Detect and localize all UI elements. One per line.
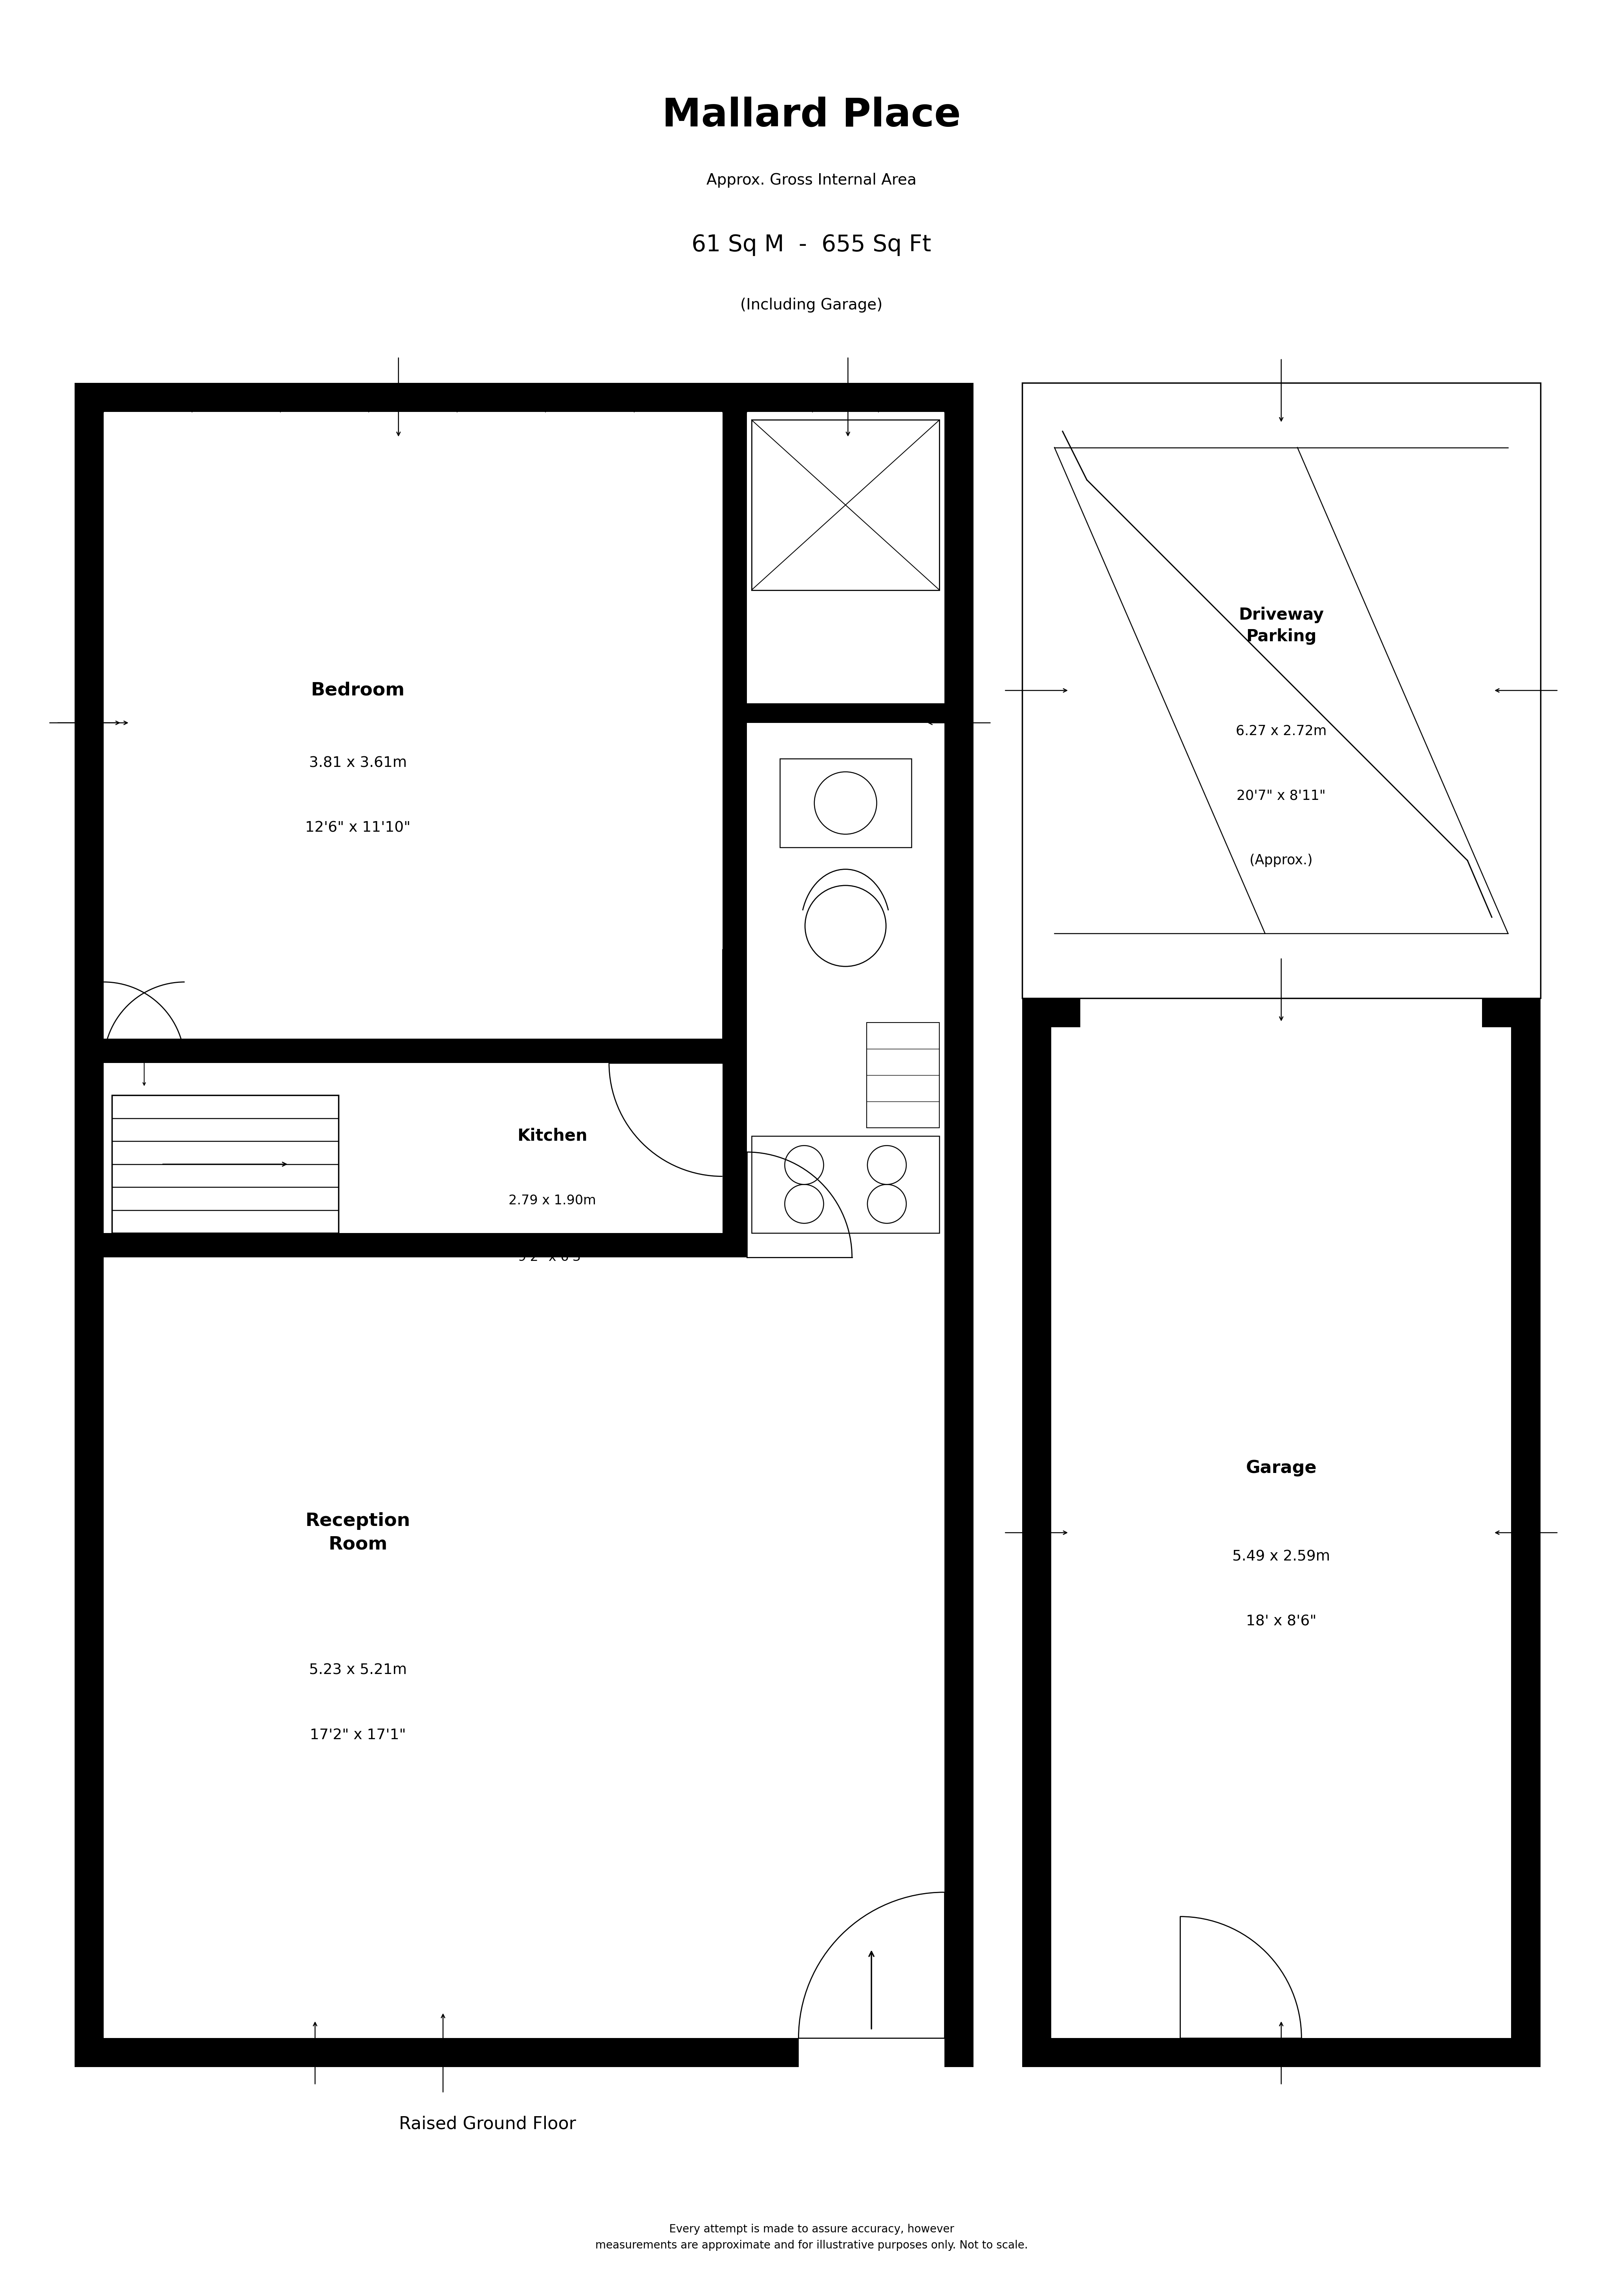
Bar xyxy=(751,1137,940,1233)
Bar xyxy=(722,411,747,1258)
Text: 5.49 x 2.59m: 5.49 x 2.59m xyxy=(1232,1550,1331,1564)
Text: Bedroom: Bedroom xyxy=(312,682,406,700)
Bar xyxy=(747,703,945,723)
Text: 2.79 x 1.90m: 2.79 x 1.90m xyxy=(508,1194,596,1208)
Text: Reception
Room: Reception Room xyxy=(305,1513,411,1552)
Text: (Including Garage): (Including Garage) xyxy=(740,298,883,312)
Text: 12'6" x 11'10": 12'6" x 11'10" xyxy=(305,822,411,836)
Bar xyxy=(75,2039,974,2066)
Bar xyxy=(799,2039,945,2066)
Text: 9'2" x 6'3": 9'2" x 6'3" xyxy=(518,1251,588,1263)
Bar xyxy=(1022,2039,1540,2066)
Bar xyxy=(1511,999,1540,2066)
Text: 5.23 x 5.21m: 5.23 x 5.21m xyxy=(308,1662,407,1678)
Text: Driveway
Parking: Driveway Parking xyxy=(1238,606,1324,645)
Bar xyxy=(75,383,104,2066)
Bar xyxy=(1022,383,1540,999)
Text: 18' x 8'6": 18' x 8'6" xyxy=(1246,1614,1316,1628)
Text: Every attempt is made to assure accuracy, however
measurements are approximate a: Every attempt is made to assure accuracy… xyxy=(596,2223,1027,2250)
Text: 17'2" x 17'1": 17'2" x 17'1" xyxy=(310,1729,406,1743)
Bar xyxy=(945,383,974,2066)
Text: Raised Ground Floor: Raised Ground Floor xyxy=(399,2115,576,2133)
Bar xyxy=(112,1095,339,1233)
Text: Kitchen: Kitchen xyxy=(518,1127,588,1143)
Bar xyxy=(75,383,974,411)
Bar xyxy=(867,1022,940,1127)
Text: 61 Sq M  -  655 Sq Ft: 61 Sq M - 655 Sq Ft xyxy=(691,234,932,257)
Bar xyxy=(1022,999,1052,2066)
Text: 6.27 x 2.72m: 6.27 x 2.72m xyxy=(1235,723,1326,737)
Text: Garage: Garage xyxy=(1246,1460,1316,1476)
Bar xyxy=(779,758,911,847)
Text: 3.81 x 3.61m: 3.81 x 3.61m xyxy=(308,755,407,771)
Bar xyxy=(751,420,940,590)
Text: 20'7" x 8'11": 20'7" x 8'11" xyxy=(1237,790,1326,801)
Bar xyxy=(104,1233,722,1258)
Bar xyxy=(104,1038,722,1063)
Bar xyxy=(1022,999,1081,1026)
Text: Mallard Place: Mallard Place xyxy=(662,96,961,135)
Bar xyxy=(1482,999,1540,1026)
Text: Approx. Gross Internal Area: Approx. Gross Internal Area xyxy=(706,172,917,188)
Text: (Approx.): (Approx.) xyxy=(1250,854,1313,868)
